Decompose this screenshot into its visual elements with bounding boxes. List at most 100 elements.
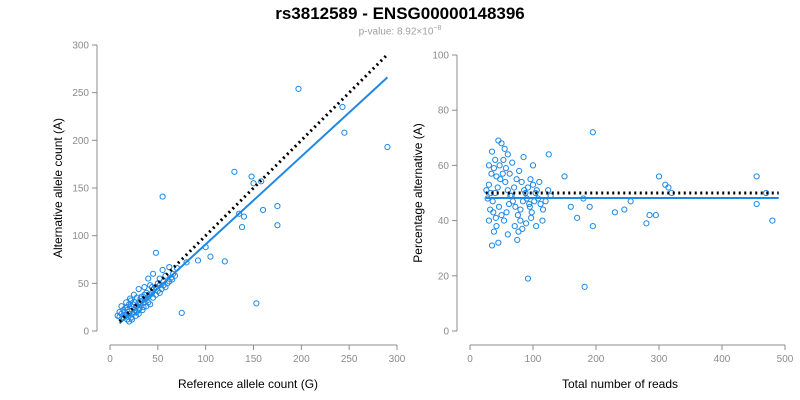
left-x-tick-label: 100 [197, 354, 214, 365]
left-data-point [141, 284, 148, 291]
right-data-point [527, 176, 534, 183]
right-data-point [511, 223, 518, 230]
right-data-point [528, 214, 535, 221]
right-data-point [589, 129, 596, 136]
right-x-tick-label: 500 [777, 354, 794, 365]
left-y-tick-label: 150 [72, 184, 89, 195]
left-data-point [133, 308, 140, 316]
right-data-point [574, 214, 581, 221]
left-y-tick-label: 300 [72, 41, 89, 52]
right-x-axis-title: Total number of reads [562, 377, 678, 391]
right-data-point [500, 217, 508, 224]
right-data-point [529, 162, 537, 169]
right-y-tick-label: 100 [432, 51, 449, 62]
right-data-point [517, 217, 524, 224]
left-data-point [132, 312, 139, 319]
left-data-point [231, 168, 238, 175]
left-data-point [339, 103, 346, 111]
chart-title: rs3812589 - ENSG00000148396 [275, 4, 525, 23]
left-data-point [274, 222, 281, 229]
left-x-tick-label: 200 [293, 354, 310, 365]
left-data-point [274, 203, 281, 210]
right-data-point [510, 184, 518, 191]
right-data-point [753, 200, 760, 208]
left-data-point [140, 304, 147, 311]
right-data-point [529, 181, 537, 188]
left-data-point [162, 272, 169, 279]
right-data-point [621, 206, 628, 213]
right-y-tick-label: 20 [438, 271, 450, 282]
right-data-point [490, 209, 497, 216]
right-data-point [517, 206, 524, 213]
right-data-point [490, 165, 498, 172]
left-x-tick-label: 250 [341, 354, 358, 365]
right-data-point [504, 231, 511, 238]
left-x-tick-label: 0 [107, 354, 113, 365]
left-data-point [147, 282, 154, 289]
right-data-point [589, 223, 596, 230]
chart-subtitle: p-value: 8.92×10−8 [0, 25, 800, 37]
right-data-point [763, 189, 770, 197]
left-data-point [147, 301, 154, 308]
right-data-point [498, 140, 505, 147]
right-data-point [492, 156, 499, 163]
right-data-point [537, 200, 544, 208]
right-data-point [514, 211, 521, 219]
right-data-point [506, 170, 513, 177]
right-data-point [496, 162, 503, 169]
left-y-tick-label: 50 [78, 279, 90, 290]
left-reference-line [118, 53, 389, 323]
right-data-point [531, 198, 538, 205]
right-data-point [581, 283, 588, 290]
right-data-point [493, 223, 500, 230]
right-data-point [513, 176, 520, 183]
right-x-tick-label: 400 [714, 354, 731, 365]
right-data-point [502, 165, 510, 172]
right-data-point [514, 236, 521, 244]
left-y-axis-title: Alternative allele count (A) [51, 118, 65, 258]
right-y-tick-label: 60 [438, 161, 450, 172]
right-data-point [485, 162, 492, 169]
right-data-point [524, 275, 532, 282]
right-data-point [528, 209, 535, 216]
right-y-tick-label: 0 [443, 327, 449, 338]
left-data-point [128, 316, 136, 323]
right-data-point [545, 151, 552, 158]
left-y-tick-label: 0 [83, 327, 89, 338]
right-data-point [539, 217, 546, 224]
right-data-point [505, 200, 513, 208]
right-data-point [512, 203, 519, 210]
right-data-point [485, 181, 492, 188]
right-data-point [665, 184, 672, 191]
right-data-point [495, 203, 503, 210]
right-y-axis-title: Percentage alternative (A) [411, 123, 425, 262]
right-x-tick-label: 200 [588, 354, 605, 365]
right-data-point [501, 145, 508, 152]
right-data-point [485, 217, 492, 224]
left-data-point [159, 193, 166, 200]
left-data-point [341, 129, 348, 136]
right-data-point [488, 242, 496, 249]
right-data-point [652, 211, 659, 219]
right-data-point [519, 225, 526, 232]
right-data-point [502, 178, 509, 186]
right-data-point [627, 198, 634, 205]
right-data-point [493, 173, 500, 180]
left-data-point [159, 266, 166, 274]
right-data-point [586, 203, 593, 210]
right-data-point [646, 211, 653, 219]
right-data-point [561, 173, 568, 180]
right-data-point [499, 170, 506, 177]
right-x-tick-label: 0 [467, 354, 473, 365]
right-data-point [655, 173, 663, 180]
left-data-point [145, 275, 152, 282]
right-y-tick-label: 80 [438, 106, 450, 117]
left-data-point [152, 249, 160, 256]
left-data-point [250, 180, 257, 187]
right-data-point [489, 198, 496, 205]
right-data-point [520, 154, 527, 161]
right-data-point [488, 170, 495, 177]
right-data-point [495, 239, 502, 246]
left-data-point [253, 300, 260, 307]
left-data-point [295, 85, 302, 92]
